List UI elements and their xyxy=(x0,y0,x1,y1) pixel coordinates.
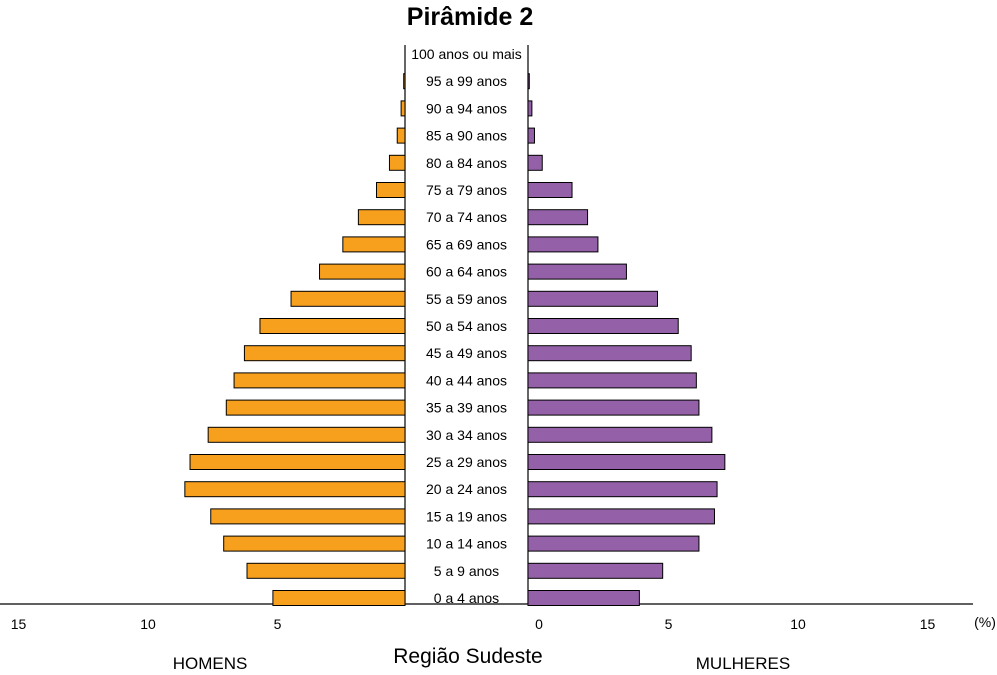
age-label-0: 100 anos ou mais xyxy=(411,46,522,62)
women-bar-18 xyxy=(527,535,700,552)
age-label-6: 70 a 74 anos xyxy=(426,209,507,225)
age-label-16: 20 a 24 anos xyxy=(426,481,507,497)
x-axis-ticks: 15 10 5 0 5 10 15 xyxy=(11,616,936,632)
age-label-5: 75 a 79 anos xyxy=(426,182,507,198)
women-bar-7 xyxy=(527,236,599,253)
women-label: MULHERES xyxy=(696,654,790,673)
men-bar-5 xyxy=(376,182,406,198)
age-label-9: 55 a 59 anos xyxy=(426,291,507,307)
men-bar-1 xyxy=(403,73,406,90)
women-bar-6 xyxy=(527,209,589,226)
men-bar-7 xyxy=(342,236,406,253)
men-bar-16 xyxy=(184,481,406,498)
men-bars xyxy=(184,73,406,606)
women-bar-20 xyxy=(527,590,640,606)
age-label-4: 80 a 84 anos xyxy=(426,155,507,171)
age-label-10: 50 a 54 anos xyxy=(426,318,507,334)
women-bar-12 xyxy=(527,372,697,389)
age-label-15: 25 a 29 anos xyxy=(426,454,507,470)
age-label-14: 30 a 34 anos xyxy=(426,427,507,443)
tick-left-2: 5 xyxy=(274,616,282,632)
unit-label: (%) xyxy=(974,614,996,630)
men-bar-8 xyxy=(319,263,406,280)
chart-title: Pirâmide 2 xyxy=(407,3,533,31)
women-bar-14 xyxy=(527,426,713,443)
men-bar-2 xyxy=(400,100,406,117)
women-bar-17 xyxy=(527,508,715,525)
age-label-3: 85 a 90 anos xyxy=(426,128,507,144)
age-label-7: 65 a 69 anos xyxy=(426,236,507,252)
men-bar-14 xyxy=(207,426,406,443)
age-label-20: 0 a 4 anos xyxy=(434,590,499,606)
women-bar-16 xyxy=(527,481,718,498)
tick-right-1: 5 xyxy=(665,616,673,632)
tick-left-1: 10 xyxy=(140,616,156,632)
men-bar-18 xyxy=(223,535,406,552)
women-bar-10 xyxy=(527,318,679,334)
age-label-2: 90 a 94 anos xyxy=(426,100,507,116)
men-bar-9 xyxy=(290,290,406,307)
age-label-1: 95 a 99 anos xyxy=(426,73,507,89)
women-bar-1 xyxy=(527,73,530,90)
women-bar-8 xyxy=(527,263,627,280)
women-bar-2 xyxy=(527,100,533,117)
age-label-12: 40 a 44 anos xyxy=(426,372,507,388)
men-bar-19 xyxy=(246,562,406,579)
women-bars xyxy=(527,73,726,606)
tick-right-0: 0 xyxy=(535,616,543,632)
men-bar-15 xyxy=(189,454,406,470)
region-label: Região Sudeste xyxy=(393,645,542,668)
men-label: HOMENS xyxy=(173,654,248,673)
age-label-17: 15 a 19 anos xyxy=(426,508,507,524)
women-bar-5 xyxy=(527,182,573,198)
age-label-13: 35 a 39 anos xyxy=(426,400,507,416)
women-bar-3 xyxy=(527,127,535,144)
age-labels: 100 anos ou mais 95 a 99 anos 90 a 94 anos… xyxy=(411,46,522,606)
men-bar-12 xyxy=(233,372,406,389)
age-label-11: 45 a 49 anos xyxy=(426,345,507,361)
men-bar-17 xyxy=(210,508,406,525)
women-bar-9 xyxy=(527,290,658,307)
men-bar-10 xyxy=(259,318,406,334)
women-bar-4 xyxy=(527,154,543,171)
tick-right-3: 15 xyxy=(920,616,936,632)
women-bar-19 xyxy=(527,562,664,579)
women-bar-13 xyxy=(527,399,700,416)
men-bar-20 xyxy=(272,590,406,606)
men-bar-13 xyxy=(225,399,406,416)
age-label-18: 10 a 14 anos xyxy=(426,536,507,552)
age-label-19: 5 a 9 anos xyxy=(434,563,499,579)
women-bar-11 xyxy=(527,345,692,362)
age-label-8: 60 a 64 anos xyxy=(426,264,507,280)
women-bar-15 xyxy=(527,454,726,470)
men-bar-3 xyxy=(396,127,406,144)
tick-right-2: 10 xyxy=(790,616,806,632)
men-bar-6 xyxy=(357,209,406,226)
men-bar-11 xyxy=(243,345,406,362)
tick-left-0: 15 xyxy=(11,616,27,632)
men-bar-4 xyxy=(388,154,406,171)
